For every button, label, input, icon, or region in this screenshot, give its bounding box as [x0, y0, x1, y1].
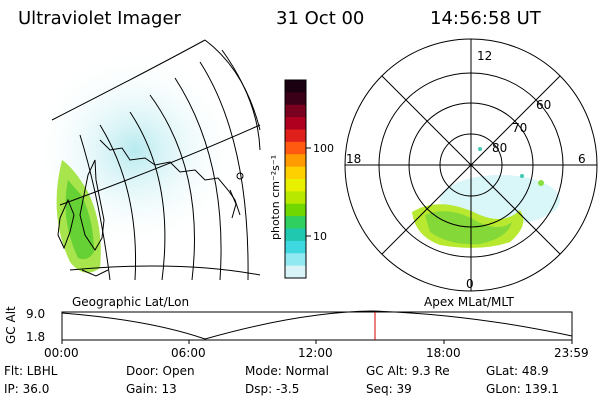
colorbar-segment [285, 80, 306, 93]
coastline [99, 139, 241, 216]
lon-line [221, 49, 261, 151]
lat-line [59, 124, 261, 206]
auroral-oval-polar-core [425, 211, 512, 245]
lon-line [79, 134, 111, 281]
info-door: Door: Open [126, 364, 195, 378]
colorbar-frame [284, 79, 307, 279]
colorbar-segment [285, 179, 306, 192]
colorbar-segment [285, 141, 306, 155]
info-seq: Seq: 39 [366, 382, 412, 396]
x-tick-label-18: 18:00 [426, 346, 461, 360]
lon-line [199, 61, 249, 281]
mlt-label-0: 0 [466, 277, 474, 291]
info-glat: GLat: 48.9 [486, 364, 549, 378]
coastline [236, 172, 244, 180]
coastline [229, 189, 237, 219]
colorbar-segment [285, 104, 306, 118]
gc-alt-curve [61, 310, 573, 340]
lat-label-70: 70 [512, 121, 527, 135]
colorbar-segment [285, 240, 306, 254]
lon-line [129, 111, 166, 281]
y-tick-9: 9.0 [26, 307, 46, 321]
mlt-label-12: 12 [477, 49, 492, 63]
colorbar-segment [285, 203, 306, 217]
colorbar-segment [285, 191, 306, 205]
colorbar-segment [285, 253, 306, 267]
coastline [81, 269, 109, 277]
colorbar-segment [285, 129, 306, 143]
lon-line [149, 94, 195, 281]
lat-label-60: 60 [536, 98, 551, 112]
colorbar-strip [285, 80, 306, 279]
limb-edge [204, 39, 261, 131]
lat-line [51, 39, 206, 121]
info-gain: Gain: 13 [126, 382, 177, 396]
x-tick-label-2359: 23:59 [554, 346, 589, 360]
x-tick-label-00: 00:00 [44, 346, 79, 360]
gc-alt-frame [61, 311, 573, 341]
emission-spot [520, 174, 524, 178]
polar-plot: 12 18 6 0 60 70 80 [344, 38, 598, 292]
y-tick-1-8: 1.8 [26, 330, 46, 344]
colorbar-tick-label-10: 10 [313, 230, 327, 243]
mlt-diagonal [381, 75, 561, 255]
colorbar-segment [285, 166, 306, 180]
colorbar-unit-label: photon cm⁻²s⁻¹ [269, 155, 282, 240]
info-flt: Flt: LBHL [4, 364, 58, 378]
observation-date: 31 Oct 00 [276, 8, 365, 29]
colorbar-tick-label-100: 100 [313, 142, 334, 155]
gc-alt-panel [61, 310, 573, 344]
colorbar-segment [285, 154, 306, 168]
observation-time: 14:56:58 UT [430, 8, 541, 29]
colorbar-segment [285, 117, 306, 131]
x-tick-label-12: 12:00 [298, 346, 333, 360]
auroral-oval-geo-core [65, 180, 94, 260]
polar-panel-caption: Apex MLat/MLT [424, 295, 514, 309]
x-tick-label-06: 06:00 [171, 346, 206, 360]
emission-spot [538, 180, 544, 186]
info-gc-alt: GC Alt: 9.3 Re [366, 364, 450, 378]
emission-spot [478, 147, 482, 151]
info-glon: GLon: 139.1 [486, 382, 559, 396]
geographic-map [30, 39, 261, 281]
coastline [79, 159, 105, 251]
mlt-label-18: 18 [346, 152, 361, 166]
coastline [57, 198, 75, 250]
colorbar-segment [285, 228, 306, 242]
colorbar-segment [285, 92, 306, 106]
geo-panel-caption: Geographic Lat/Lon [72, 295, 190, 309]
lon-line [99, 124, 137, 281]
lat-line [69, 265, 261, 276]
colorbar-segment [285, 216, 306, 230]
mlt-label-6: 6 [578, 152, 586, 166]
info-mode: Mode: Normal [245, 364, 329, 378]
lat-label-80: 80 [492, 141, 507, 155]
info-ip: IP: 36.0 [4, 382, 50, 396]
colorbar-segment [285, 265, 306, 279]
lon-line [174, 77, 222, 281]
info-dsp: Dsp: -3.5 [245, 382, 300, 396]
gc-alt-axis-title: GC Alt [4, 306, 18, 344]
instrument-title: Ultraviolet Imager [18, 8, 181, 29]
